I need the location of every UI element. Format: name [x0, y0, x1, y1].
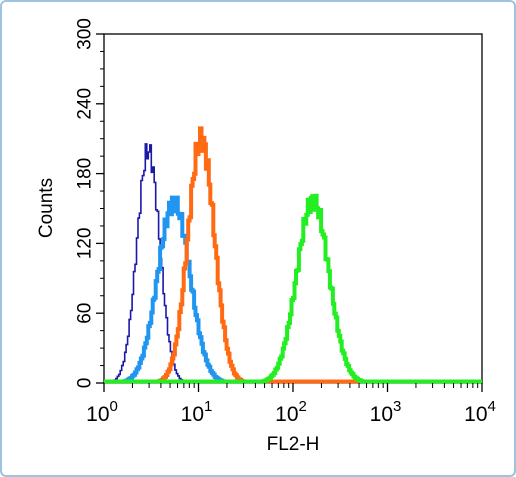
- y-tick-label: 0: [75, 378, 96, 389]
- x-tick-label: 103: [370, 398, 402, 426]
- x-tick-label: 104: [464, 398, 496, 426]
- x-tick-exponent: 2: [299, 398, 307, 415]
- x-tick-label: 102: [275, 398, 307, 426]
- x-tick-base: 10: [181, 403, 204, 426]
- y-tick-label: 180: [75, 158, 96, 190]
- x-tick-label: 100: [86, 398, 118, 426]
- x-axis: 100 101 102 103 104: [86, 383, 496, 426]
- histogram-series-4: [104, 193, 482, 384]
- series-layer: [104, 126, 482, 384]
- x-tick-label: 101: [181, 398, 213, 426]
- x-axis-label: FL2-H: [267, 434, 320, 455]
- x-tick-base: 10: [464, 403, 487, 426]
- y-tick-label: 120: [75, 228, 96, 260]
- y-axis: 0 60 120 180 240 300: [75, 18, 104, 389]
- x-tick-base: 10: [86, 403, 109, 426]
- x-tick-exponent: 0: [110, 398, 118, 415]
- x-tick-exponent: 4: [488, 398, 496, 415]
- x-tick-base: 10: [370, 403, 393, 426]
- y-axis-label: Counts: [36, 178, 57, 238]
- y-tick-label: 300: [75, 18, 96, 50]
- plot-area: [103, 33, 483, 384]
- x-tick-base: 10: [275, 403, 298, 426]
- y-tick-label: 240: [75, 88, 96, 120]
- x-tick-exponent: 3: [393, 398, 401, 415]
- y-tick-label: 60: [75, 303, 96, 324]
- x-tick-exponent: 1: [204, 398, 212, 415]
- plot-border: [103, 33, 483, 384]
